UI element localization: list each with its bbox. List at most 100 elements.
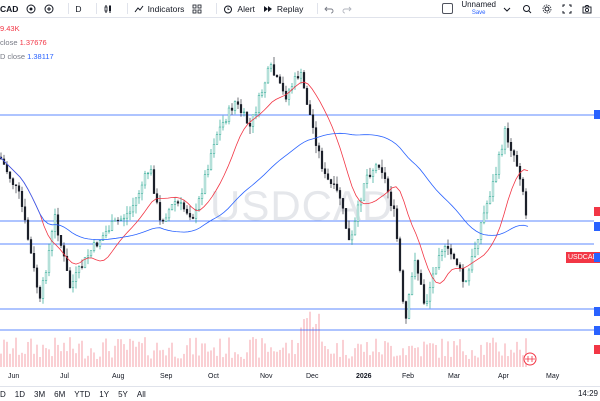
candle-body xyxy=(152,169,156,194)
fullscreen-icon[interactable] xyxy=(562,4,572,14)
undo-icon[interactable] xyxy=(324,4,334,14)
volume-bar xyxy=(177,358,179,367)
side-marker[interactable] xyxy=(594,253,600,262)
candle-body xyxy=(203,174,207,194)
candle-body xyxy=(86,255,90,258)
layout-name[interactable]: Unnamed xyxy=(461,0,496,9)
price-tag[interactable]: USDCAD xyxy=(566,252,600,263)
candle-body xyxy=(326,173,330,180)
templates-button[interactable] xyxy=(192,4,202,14)
volume-bar xyxy=(462,351,464,367)
volume-legend[interactable]: 9.43K xyxy=(0,22,54,36)
volume-bar xyxy=(495,342,497,367)
symbol-search[interactable]: CAD xyxy=(0,4,18,14)
range-button[interactable]: 5Y xyxy=(118,389,128,399)
candle-body xyxy=(179,202,183,204)
chart-type-button[interactable] xyxy=(103,4,113,14)
candle-body xyxy=(413,260,417,277)
volume-bar xyxy=(99,356,101,367)
volume-bar xyxy=(366,342,368,367)
volume-bar xyxy=(180,358,182,367)
side-marker[interactable] xyxy=(594,110,600,119)
grid-icon[interactable] xyxy=(192,4,202,14)
add-symbol-button[interactable] xyxy=(44,4,54,14)
ma-red-value: 1.37676 xyxy=(19,38,47,47)
volume-bar xyxy=(201,343,203,367)
interval-button[interactable]: D xyxy=(75,4,81,14)
layout-name-group[interactable]: Unnamed Save xyxy=(461,0,496,17)
volume-bar xyxy=(390,345,392,367)
candle-body xyxy=(233,101,237,111)
volume-toggle[interactable] xyxy=(523,352,537,366)
layout-save-label[interactable]: Save xyxy=(471,9,486,16)
price-chart[interactable] xyxy=(0,17,600,372)
candle-body xyxy=(209,153,213,170)
layout-menu[interactable]: Unnamed Save xyxy=(442,0,512,17)
layout-checkbox[interactable] xyxy=(442,3,454,14)
chart-pane[interactable]: USDCAD USDCAD xyxy=(0,17,600,372)
indicators-label[interactable]: Indicators xyxy=(147,3,185,14)
candle-body xyxy=(350,234,354,241)
side-marker[interactable] xyxy=(594,326,600,335)
range-button[interactable]: 3M xyxy=(34,389,46,399)
indicators-icon[interactable] xyxy=(134,4,144,14)
side-marker[interactable] xyxy=(594,345,600,354)
volume-bar xyxy=(237,354,239,367)
side-marker[interactable] xyxy=(594,307,600,316)
candle-body xyxy=(260,92,264,96)
undo-button[interactable] xyxy=(324,4,334,14)
range-button[interactable]: 1D xyxy=(14,389,26,399)
settings-gear-icon[interactable] xyxy=(542,4,552,14)
candle-body xyxy=(194,209,198,219)
plus-circle-icon[interactable] xyxy=(44,4,54,14)
camera-icon[interactable] xyxy=(582,4,592,14)
candle-body xyxy=(23,206,27,221)
range-button[interactable]: YTD xyxy=(74,389,91,399)
side-marker[interactable] xyxy=(594,207,600,216)
candle-body xyxy=(491,181,495,197)
eye-icon[interactable] xyxy=(26,4,36,14)
candle-body xyxy=(155,193,159,203)
candle-body xyxy=(242,111,246,114)
candle-body xyxy=(305,88,309,105)
volume-bar xyxy=(372,351,374,367)
alert-button[interactable]: Alert xyxy=(223,3,255,14)
quick-search-icon[interactable] xyxy=(522,4,532,14)
range-button[interactable]: 1Y xyxy=(99,389,110,399)
compare-button[interactable] xyxy=(26,4,36,14)
volume-bar xyxy=(75,353,77,367)
alarm-clock-icon[interactable] xyxy=(223,4,233,14)
volume-bar xyxy=(447,341,449,367)
replay-button[interactable]: Replay xyxy=(263,4,303,14)
ma-blue-legend[interactable]: D close 1.38117 xyxy=(0,50,54,64)
volume-bar xyxy=(18,354,20,367)
volume-bar xyxy=(306,318,308,367)
candles-icon[interactable] xyxy=(103,4,113,14)
candle-body xyxy=(47,250,51,273)
volume-bar xyxy=(81,340,83,367)
range-button[interactable]: All xyxy=(136,389,146,399)
volume-bar xyxy=(183,353,185,367)
candle-body xyxy=(314,127,318,146)
volume-bar xyxy=(465,355,467,367)
alert-label[interactable]: Alert xyxy=(237,3,255,14)
clock[interactable]: 14:29 xyxy=(577,389,598,398)
interval-label[interactable]: D xyxy=(75,3,82,14)
volume-bar xyxy=(60,351,62,367)
range-button[interactable]: D xyxy=(0,389,6,399)
indicator-legend: 9.43K close 1.37676 D close 1.38117 xyxy=(0,22,54,64)
chevron-down-icon[interactable] xyxy=(502,4,512,14)
candle-body xyxy=(281,82,285,92)
time-axis[interactable]: Jun Jul Aug Sep Oct Nov Dec 2026 Feb Mar Apr May xyxy=(0,372,600,384)
side-marker[interactable] xyxy=(594,222,600,231)
range-button[interactable]: 6M xyxy=(54,389,66,399)
volume-bar xyxy=(432,343,434,367)
indicators-button[interactable]: Indicators xyxy=(134,3,185,14)
volume-bar xyxy=(42,344,44,367)
redo-button[interactable] xyxy=(342,4,353,14)
replay-icon[interactable] xyxy=(263,4,273,14)
replay-label[interactable]: Replay xyxy=(276,3,304,14)
redo-icon[interactable] xyxy=(342,4,353,14)
ma-red-legend[interactable]: close 1.37676 xyxy=(0,36,54,50)
symbol-label[interactable]: CAD xyxy=(0,3,19,14)
